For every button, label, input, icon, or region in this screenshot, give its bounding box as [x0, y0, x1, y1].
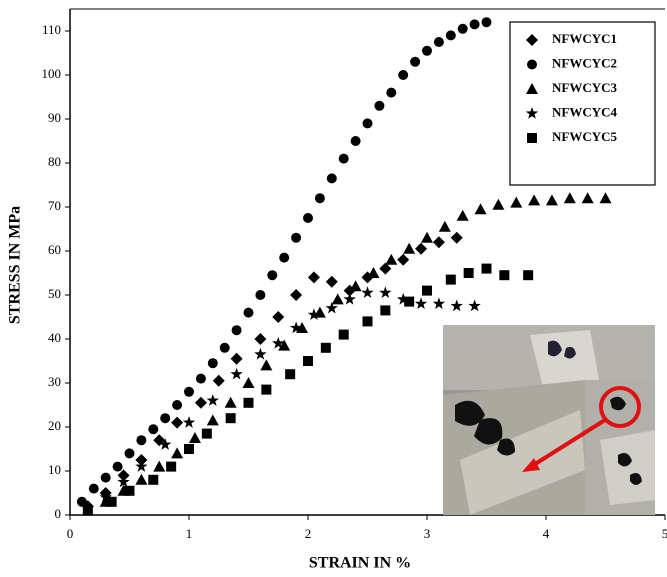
point	[446, 275, 456, 285]
y-tick-label: 90	[48, 110, 61, 125]
x-axis-title: STRAIN IN %	[309, 555, 411, 572]
y-tick-label: 70	[48, 198, 61, 213]
point	[267, 270, 277, 280]
y-tick-label: 0	[55, 506, 62, 521]
point	[125, 448, 135, 458]
point	[339, 330, 349, 340]
x-tick-label: 5	[662, 526, 667, 541]
point	[398, 70, 408, 80]
x-tick-label: 0	[67, 526, 74, 541]
inset-photo	[443, 325, 655, 515]
point	[321, 343, 331, 353]
x-tick-label: 1	[186, 526, 193, 541]
y-tick-label: 10	[48, 462, 61, 477]
point	[261, 385, 271, 395]
point	[523, 270, 533, 280]
point	[303, 356, 313, 366]
point	[458, 24, 468, 34]
point	[160, 413, 170, 423]
point	[351, 136, 361, 146]
y-tick-label: 50	[48, 286, 61, 301]
x-tick-label: 2	[305, 526, 312, 541]
point	[244, 308, 254, 318]
point	[315, 193, 325, 203]
point	[279, 253, 289, 263]
point	[202, 429, 212, 439]
point	[327, 173, 337, 183]
y-tick-label: 110	[42, 22, 61, 37]
point	[107, 497, 117, 507]
point	[422, 286, 432, 296]
point	[363, 316, 373, 326]
point	[113, 462, 123, 472]
legend-label: NFWCYC2	[552, 55, 617, 70]
point	[464, 268, 474, 278]
point	[77, 497, 87, 507]
point	[101, 473, 111, 483]
point	[499, 270, 509, 280]
point	[386, 88, 396, 98]
point	[244, 398, 254, 408]
point	[184, 387, 194, 397]
point	[125, 486, 135, 496]
point	[363, 118, 373, 128]
point	[172, 400, 182, 410]
point	[434, 37, 444, 47]
point	[404, 297, 414, 307]
y-tick-label: 30	[48, 374, 61, 389]
point	[291, 233, 301, 243]
point	[83, 506, 93, 516]
point	[303, 213, 313, 223]
point	[470, 19, 480, 29]
point	[166, 462, 176, 472]
point	[232, 325, 242, 335]
legend-marker	[527, 133, 537, 143]
point	[374, 101, 384, 111]
point	[148, 424, 158, 434]
point	[226, 413, 236, 423]
x-tick-label: 4	[543, 526, 550, 541]
point	[255, 290, 265, 300]
point	[184, 444, 194, 454]
point	[208, 358, 218, 368]
point	[339, 154, 349, 164]
point	[285, 369, 295, 379]
point	[410, 57, 420, 67]
point	[482, 17, 492, 27]
legend-marker	[527, 60, 537, 70]
point	[482, 264, 492, 274]
point	[220, 343, 230, 353]
y-tick-label: 60	[48, 242, 61, 257]
y-tick-label: 20	[48, 418, 61, 433]
point	[422, 46, 432, 56]
legend-label: NFWCYC4	[552, 104, 617, 119]
legend-label: NFWCYC3	[552, 80, 617, 95]
point	[136, 435, 146, 445]
legend-label: NFWCYC1	[552, 31, 617, 46]
x-tick-label: 3	[424, 526, 431, 541]
point	[446, 30, 456, 40]
y-tick-label: 40	[48, 330, 61, 345]
y-axis-title: STRESS IN MPa	[7, 206, 24, 324]
point	[148, 475, 158, 485]
legend-label: NFWCYC5	[552, 129, 617, 144]
point	[380, 305, 390, 315]
chart: STRAIN IN % STRESS IN MPa 01020304050607…	[0, 0, 667, 577]
y-tick-label: 80	[48, 154, 61, 169]
point	[89, 484, 99, 494]
point	[196, 374, 206, 384]
y-tick-label: 100	[42, 66, 62, 81]
